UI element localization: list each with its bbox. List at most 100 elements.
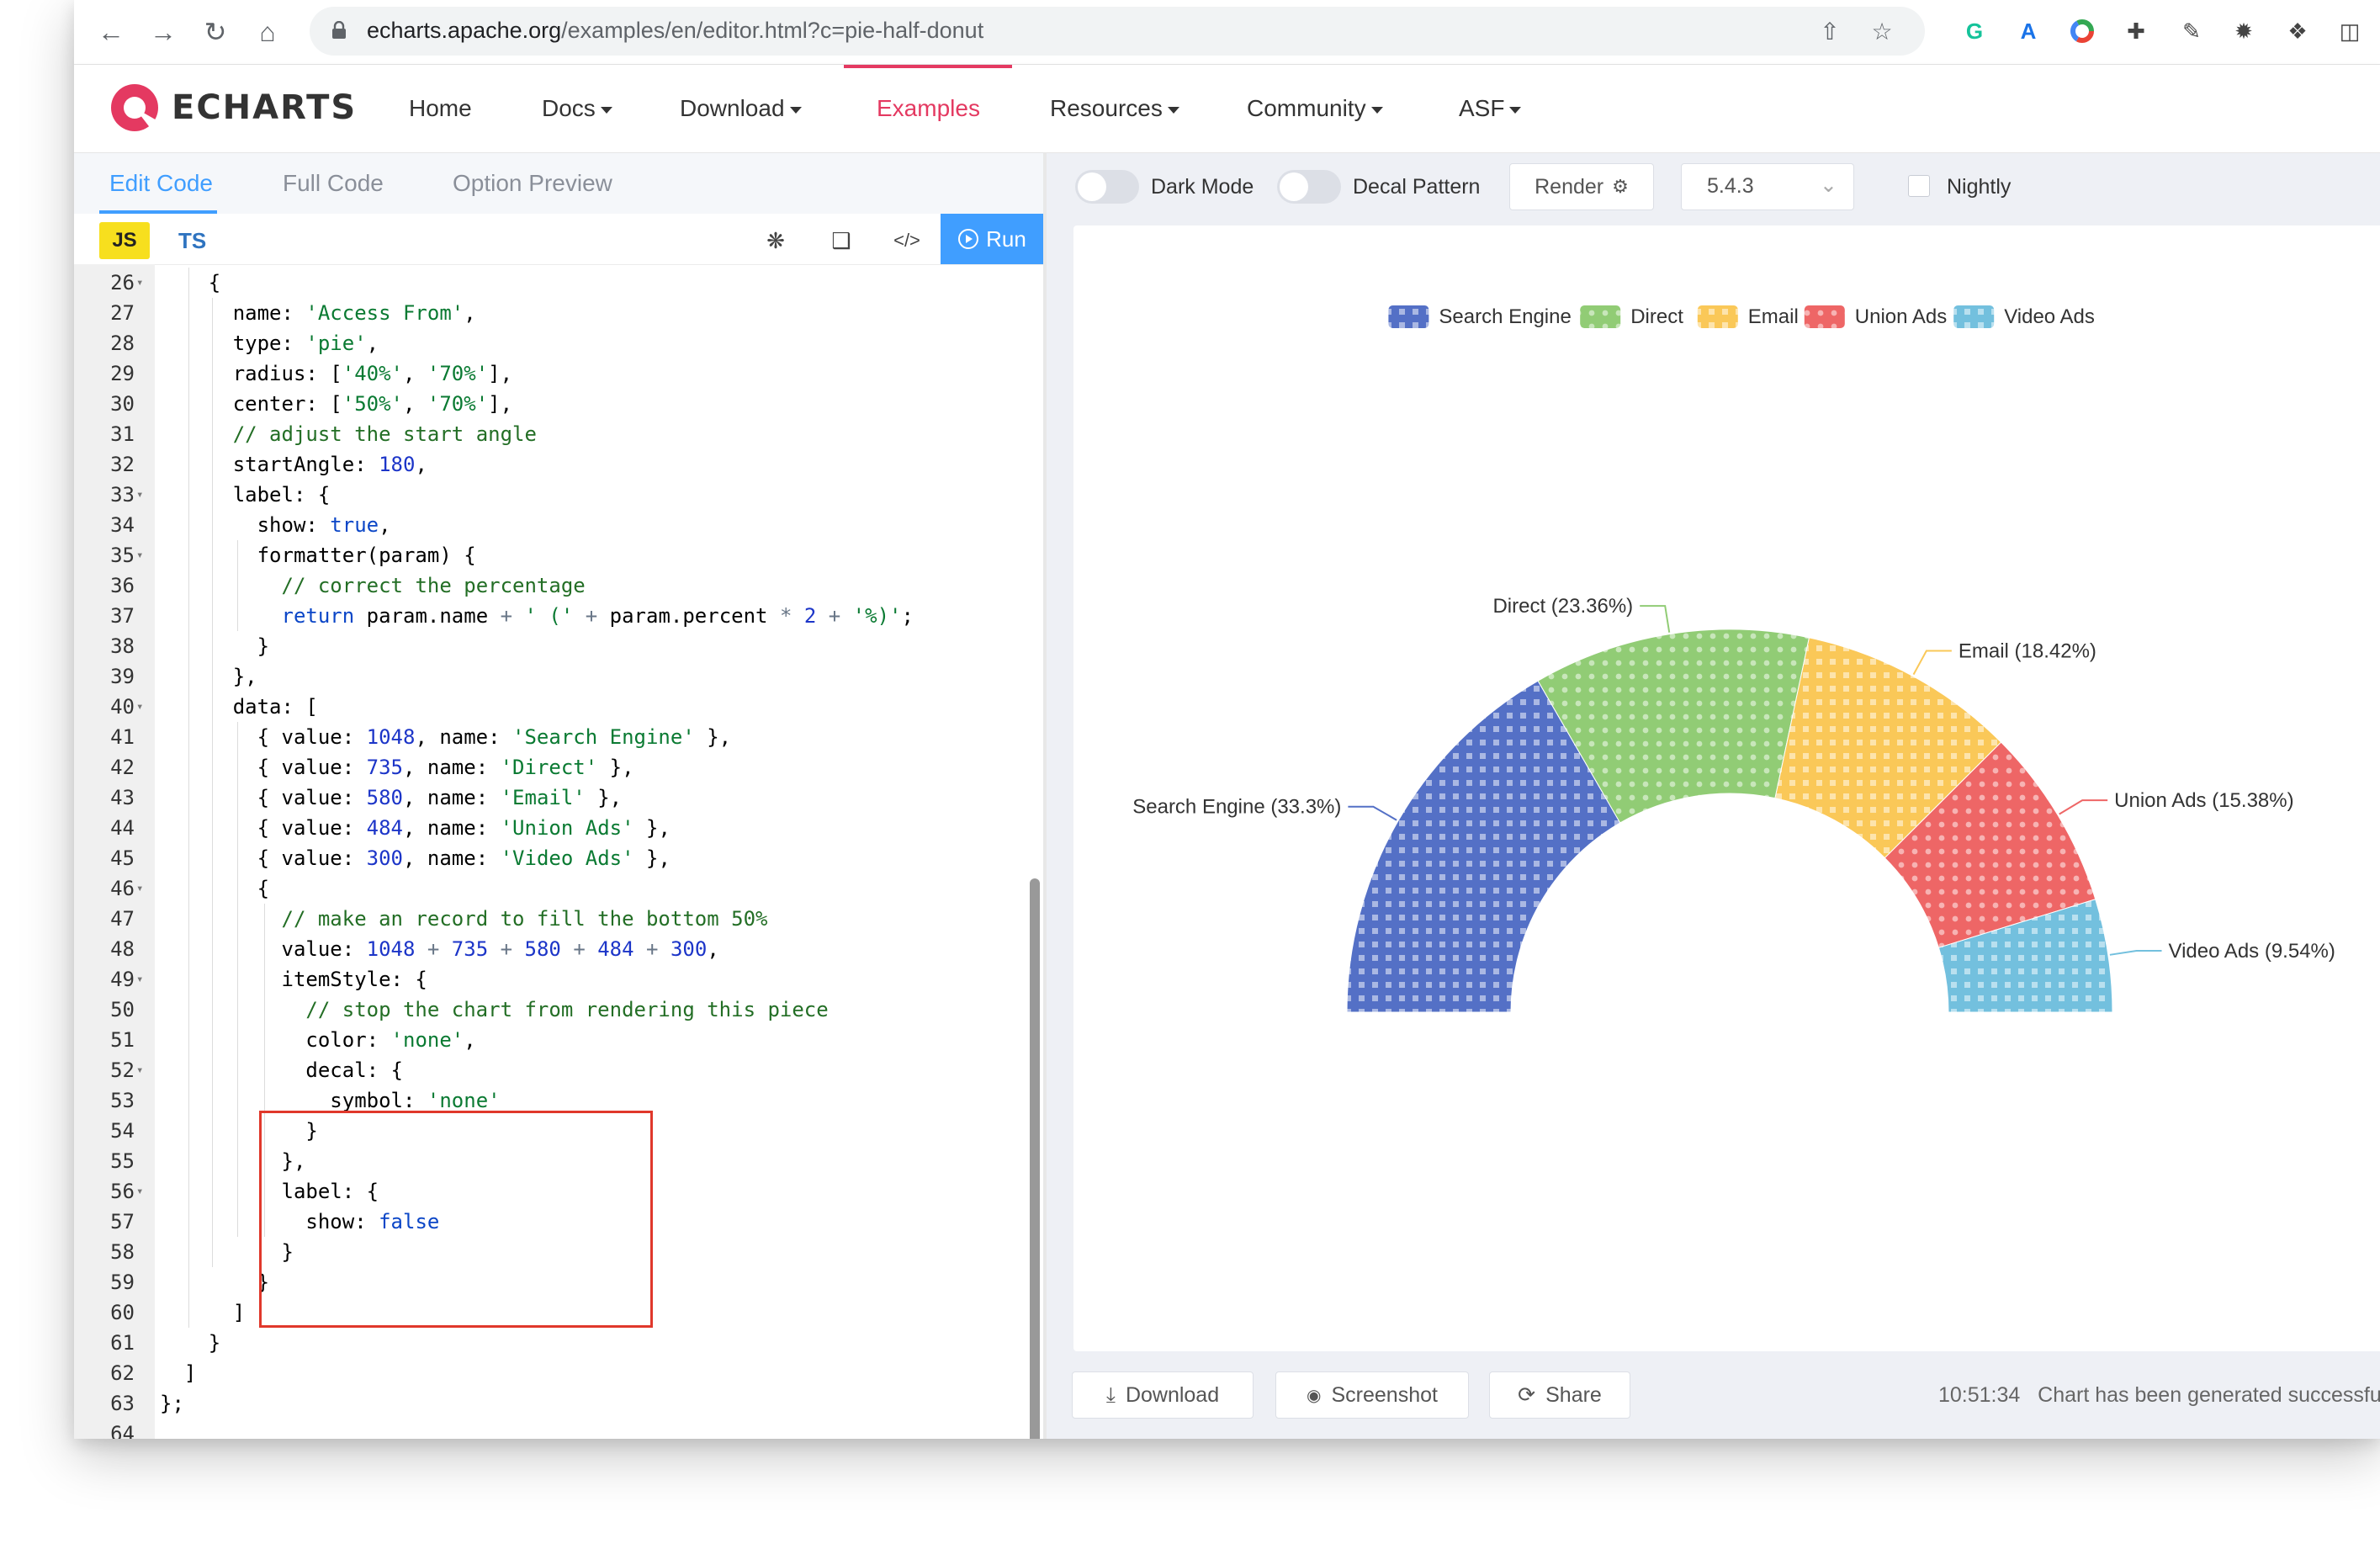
- fold-toggle-icon[interactable]: ▾: [136, 1185, 144, 1198]
- code-line[interactable]: 37 return param.name + ' (' + param.perc…: [74, 601, 1033, 631]
- code-line[interactable]: 63};: [74, 1388, 1033, 1419]
- code-line[interactable]: 47 // make an record to fill the bottom …: [74, 904, 1033, 934]
- code-line[interactable]: 55 },: [74, 1146, 1033, 1176]
- legend-label[interactable]: Union Ads: [1855, 305, 1947, 328]
- lang-ts-toggle[interactable]: TS: [178, 227, 207, 253]
- code-line[interactable]: 33 ▾ label: {: [74, 480, 1033, 510]
- download-button[interactable]: ⤓ Download: [1072, 1371, 1254, 1419]
- code-line[interactable]: 48 value: 1048 + 735 + 580 + 484 + 300,: [74, 934, 1033, 964]
- version-select[interactable]: 5.4.3 ⌄: [1681, 163, 1854, 210]
- fold-toggle-icon[interactable]: ▾: [136, 882, 144, 895]
- fold-toggle-icon[interactable]: ▾: [136, 549, 144, 562]
- decal-pattern-switch[interactable]: [1277, 170, 1341, 204]
- bookmark-star-icon[interactable]: ☆: [1871, 18, 1893, 45]
- nav-download[interactable]: Download: [680, 95, 802, 122]
- nav-community[interactable]: Community: [1247, 95, 1383, 122]
- code-line[interactable]: 36 // correct the percentage: [74, 570, 1033, 601]
- color-extension-icon[interactable]: [2068, 17, 2096, 45]
- code-editor[interactable]: 26 ▾ {27 name: 'Access From', 28 type: 'pi…: [74, 264, 1033, 1439]
- code-line[interactable]: 30 center: ['50%', '70%'],: [74, 389, 1033, 419]
- legend-label[interactable]: Direct: [1630, 305, 1683, 328]
- nav-resources[interactable]: Resources: [1050, 95, 1179, 122]
- nav-asf[interactable]: ASF: [1459, 95, 1522, 122]
- lang-js-toggle[interactable]: JS: [99, 222, 150, 259]
- dark-mode-switch[interactable]: [1075, 170, 1139, 204]
- code-line[interactable]: 32 startAngle: 180,: [74, 449, 1033, 480]
- code-line[interactable]: 50 // stop the chart from rendering this…: [74, 995, 1033, 1025]
- reload-icon[interactable]: ↻: [204, 17, 227, 47]
- code-line[interactable]: 52 ▾ decal: {: [74, 1055, 1033, 1085]
- legend-swatch[interactable]: [1804, 305, 1845, 328]
- code-line[interactable]: 28 type: 'pie',: [74, 328, 1033, 358]
- code-line[interactable]: 57 show: false: [74, 1207, 1033, 1237]
- fold-toggle-icon[interactable]: ▾: [136, 276, 144, 289]
- pie-slice[interactable]: [1346, 680, 1621, 1013]
- home-icon[interactable]: ⌂: [259, 16, 276, 47]
- code-line[interactable]: 54 }: [74, 1116, 1033, 1146]
- code-line[interactable]: 44 { value: 484, name: 'Union Ads' },: [74, 813, 1033, 843]
- code-line[interactable]: 60 ]: [74, 1297, 1033, 1328]
- code-line[interactable]: 61 }: [74, 1328, 1033, 1358]
- address-bar[interactable]: echarts.apache.org/examples/en/editor.ht…: [310, 7, 1925, 56]
- nav-docs[interactable]: Docs: [542, 95, 612, 122]
- nav-home[interactable]: Home: [409, 95, 472, 121]
- legend-label[interactable]: Video Ads: [2004, 305, 2095, 328]
- legend-swatch[interactable]: [1388, 305, 1429, 328]
- legend-swatch[interactable]: [1953, 305, 1995, 328]
- fold-toggle-icon[interactable]: ▾: [136, 700, 144, 714]
- fold-toggle-icon[interactable]: ▾: [136, 1064, 144, 1077]
- code-line[interactable]: 49 ▾ itemStyle: {: [74, 964, 1033, 995]
- nav-examples[interactable]: Examples: [877, 95, 980, 121]
- puzzle-extensions-icon[interactable]: ❖: [2287, 18, 2308, 44]
- pen-extension-icon[interactable]: ✎: [2182, 18, 2201, 44]
- echarts-logo[interactable]: ECHARTS: [109, 83, 357, 132]
- share-page-icon[interactable]: ⇧: [1820, 18, 1840, 45]
- screenshot-button[interactable]: ◉ Screenshot: [1275, 1371, 1469, 1419]
- tab-option-preview[interactable]: Option Preview: [453, 170, 612, 196]
- code-line[interactable]: 39 },: [74, 661, 1033, 692]
- code-line[interactable]: 31 // adjust the start angle: [74, 419, 1033, 449]
- code-line[interactable]: 29 radius: ['40%', '70%'],: [74, 358, 1033, 389]
- code-line[interactable]: 46 ▾ {: [74, 873, 1033, 904]
- pie-slice[interactable]: [1937, 899, 2113, 1013]
- codepen-icon[interactable]: ❋: [766, 227, 785, 253]
- legend-label[interactable]: Search Engine: [1439, 305, 1571, 328]
- code-line[interactable]: 45 { value: 300, name: 'Video Ads' },: [74, 843, 1033, 873]
- editor-scrollbar[interactable]: [1030, 878, 1040, 1439]
- code-line[interactable]: 59 }: [74, 1267, 1033, 1297]
- legend-label[interactable]: Email: [1748, 305, 1799, 328]
- run-button[interactable]: Run: [941, 214, 1043, 264]
- half-donut-chart[interactable]: Search Engine Direct Email Union Ads Video A…: [1073, 225, 2380, 1351]
- codesandbox-icon[interactable]: ❑: [831, 227, 851, 253]
- code-line[interactable]: 53 symbol: 'none': [74, 1085, 1033, 1116]
- code-line[interactable]: 41 { value: 1048, name: 'Search Engine' …: [74, 722, 1033, 752]
- code-line[interactable]: 43 { value: 580, name: 'Email' },: [74, 782, 1033, 813]
- legend-swatch[interactable]: [1580, 305, 1621, 328]
- code-line[interactable]: 51 color: 'none',: [74, 1025, 1033, 1055]
- tab-edit-code[interactable]: Edit Code: [109, 170, 213, 196]
- bug-extension-icon[interactable]: ✹: [2234, 18, 2253, 44]
- crosshair-extension-icon[interactable]: ✚: [2127, 18, 2145, 44]
- code-line[interactable]: 58 }: [74, 1237, 1033, 1267]
- fold-toggle-icon[interactable]: ▾: [136, 488, 144, 501]
- nightly-checkbox[interactable]: [1908, 175, 1930, 197]
- back-arrow-icon[interactable]: ←: [98, 16, 125, 47]
- code-line[interactable]: 26 ▾ {: [74, 268, 1033, 298]
- legend-swatch[interactable]: [1697, 305, 1738, 328]
- translate-extension-icon[interactable]: A: [2020, 18, 2037, 44]
- fold-toggle-icon[interactable]: ▾: [136, 973, 144, 986]
- code-line[interactable]: 40 ▾ data: [: [74, 692, 1033, 722]
- code-line[interactable]: 64: [74, 1419, 1033, 1439]
- sidebar-panel-icon[interactable]: ◫: [2339, 18, 2361, 44]
- code-line[interactable]: 35 ▾ formatter(param) {: [74, 540, 1033, 570]
- forward-arrow-icon[interactable]: →: [150, 16, 177, 47]
- tab-full-code[interactable]: Full Code: [283, 170, 384, 196]
- grammarly-extension-icon[interactable]: G: [1965, 18, 1984, 44]
- code-line[interactable]: 27 name: 'Access From',: [74, 298, 1033, 328]
- code-line[interactable]: 62 ]: [74, 1358, 1033, 1388]
- pane-splitter[interactable]: [1043, 153, 1047, 1439]
- render-button[interactable]: Render ⚙: [1509, 163, 1654, 210]
- code-line[interactable]: 34 show: true,: [74, 510, 1033, 540]
- share-button[interactable]: ⟳ Share: [1489, 1371, 1630, 1419]
- code-line[interactable]: 38 }: [74, 631, 1033, 661]
